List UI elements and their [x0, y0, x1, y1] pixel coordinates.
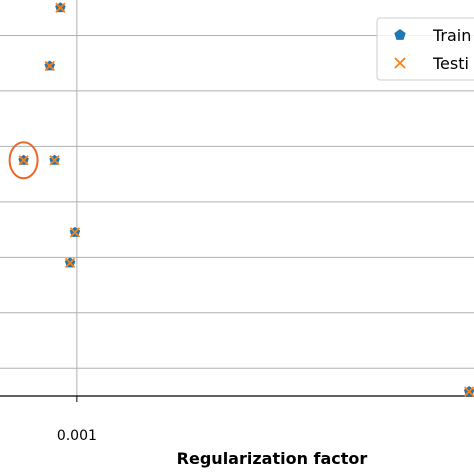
test-point-stroke: [18, 155, 29, 166]
legend-items: Train Testi: [394, 26, 471, 73]
x-axis-title: Regularization factor: [177, 449, 368, 468]
test-point: [69, 227, 81, 238]
test-point: [49, 155, 60, 166]
test-point: [55, 2, 66, 13]
x-tick-label: 0.001: [57, 428, 97, 444]
test-point-stroke: [464, 386, 474, 397]
x-axis-ticks: 0.001: [57, 396, 97, 444]
grid-lines: [0, 0, 474, 396]
data-points: [18, 2, 474, 397]
legend-test-marker-stroke: [394, 57, 406, 69]
legend-label: Train: [432, 26, 471, 45]
legend-test-marker: [394, 57, 406, 69]
test-point: [64, 257, 76, 269]
test-point-stroke: [49, 155, 60, 166]
highlight-ring: [8, 141, 39, 180]
test-point: [44, 60, 55, 72]
test-point: [18, 155, 29, 166]
legend-label: Testi: [432, 54, 469, 73]
legend: Train Testi: [376, 17, 474, 81]
highlight-circle: [8, 141, 39, 180]
legend-train-marker: [394, 29, 406, 40]
test-point: [464, 386, 474, 397]
test-point-stroke: [44, 60, 55, 72]
test-point-stroke: [55, 2, 66, 13]
test-point-stroke: [64, 257, 76, 269]
test-point-stroke: [69, 227, 81, 238]
